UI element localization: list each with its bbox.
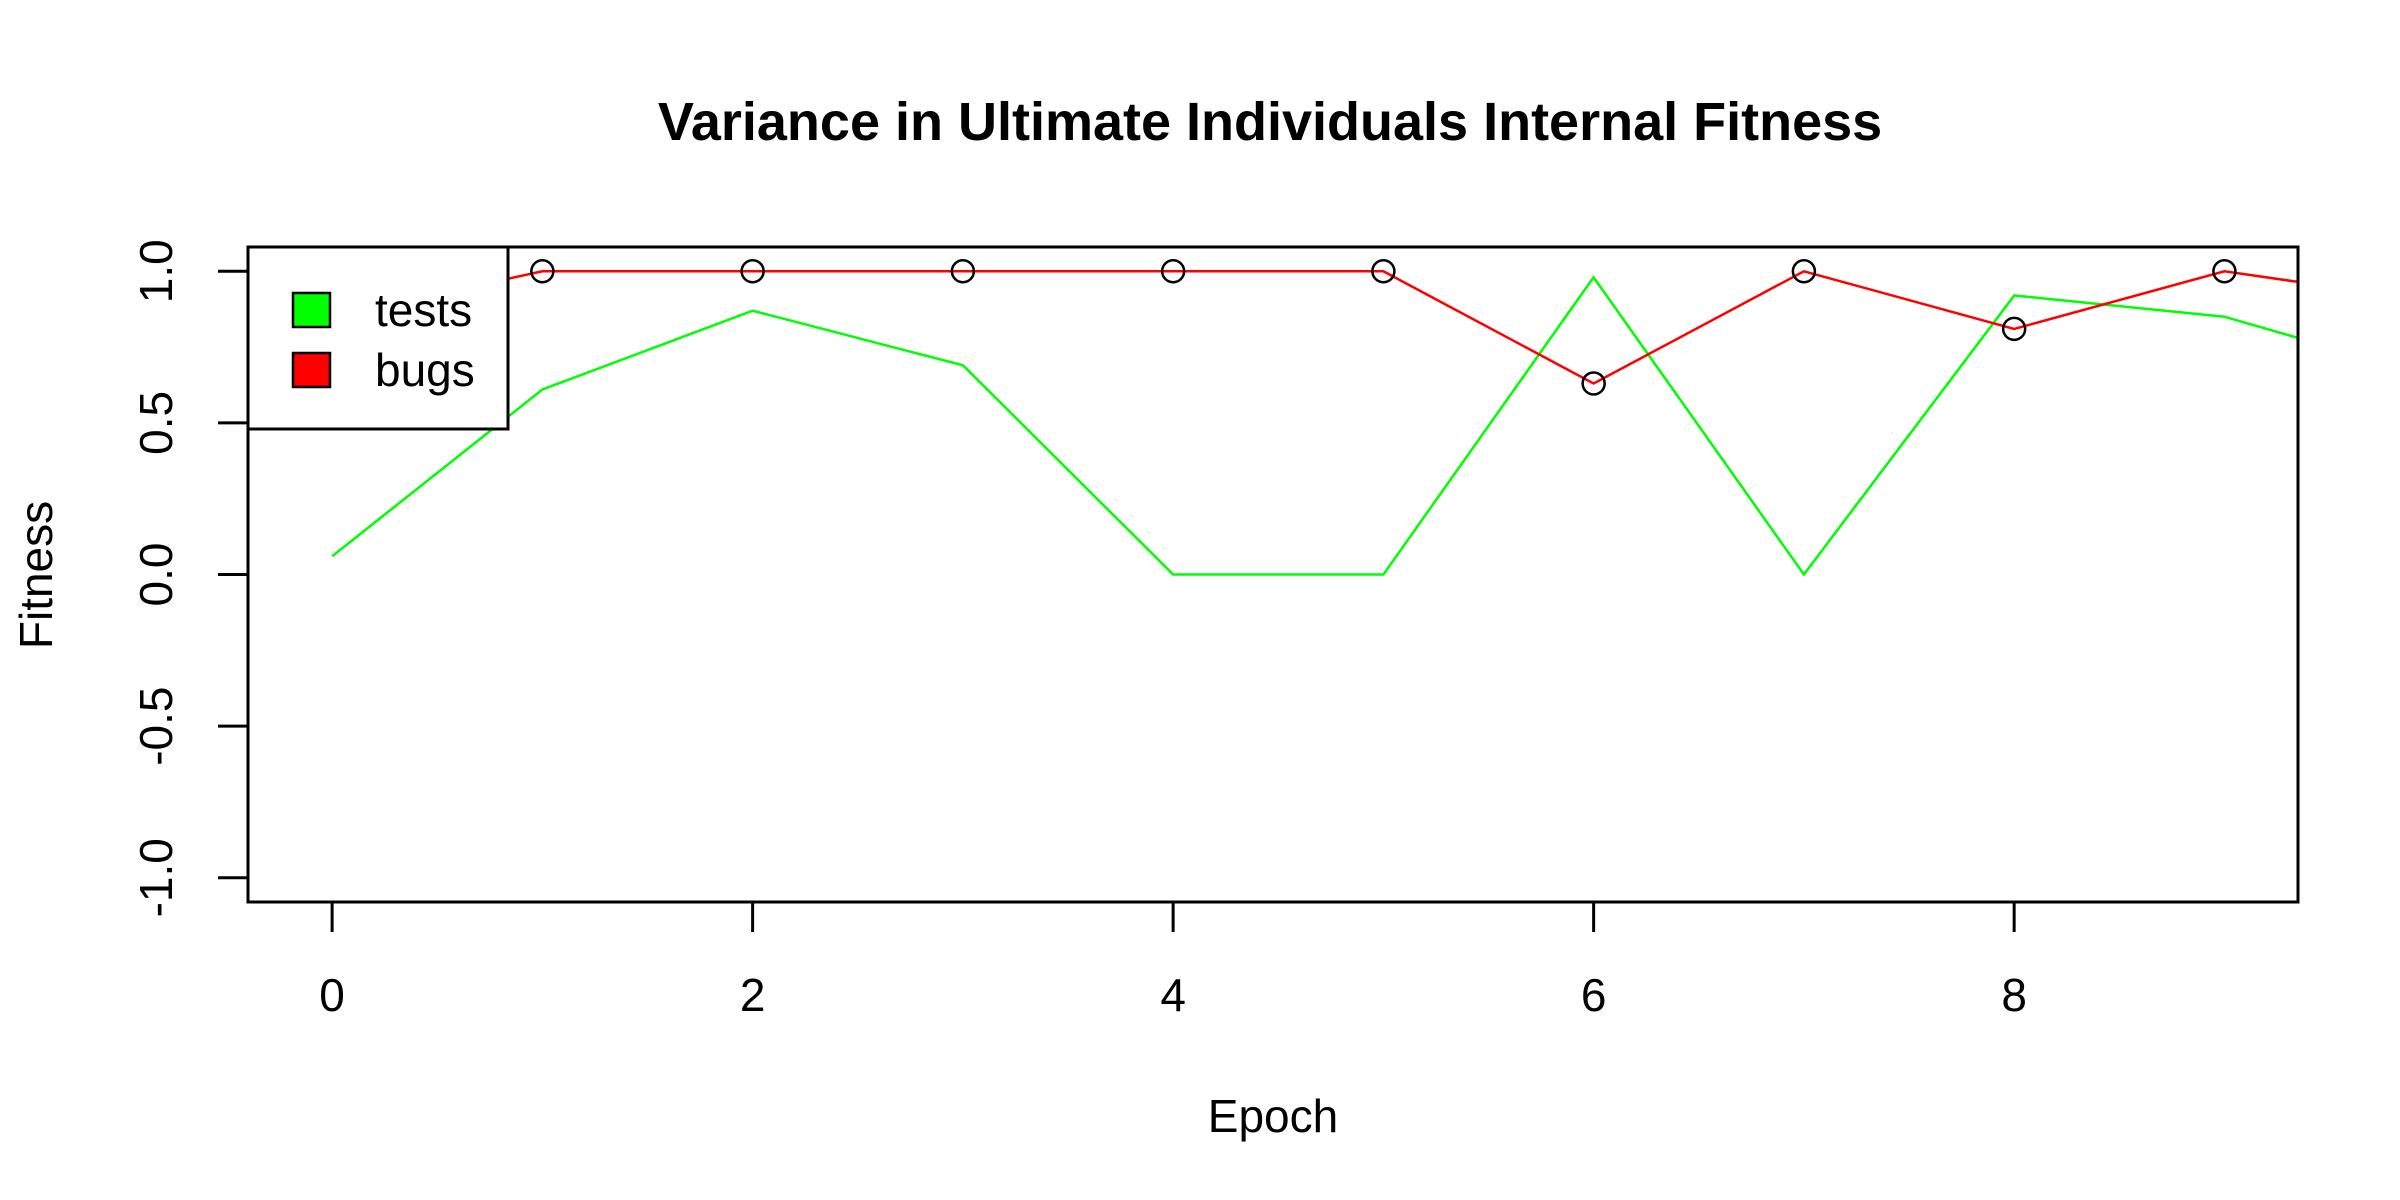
x-axis-label: Epoch [1208, 1090, 1338, 1142]
data-point-bugs [530, 259, 555, 284]
data-point-bugs [2001, 316, 2027, 342]
y-tick-label: -1.0 [130, 838, 182, 917]
data-point-bugs [1581, 371, 1606, 396]
chart-title: Variance in Ultimate Individuals Interna… [658, 92, 1882, 152]
data-point-bugs [1371, 259, 1396, 284]
legend-label-tests: tests [375, 284, 472, 336]
data-point-bugs [2212, 259, 2237, 284]
legend: tests bugs [246, 245, 510, 431]
y-tick-label: 0.0 [130, 543, 182, 607]
x-tick-label: 4 [1160, 969, 1186, 1021]
legend-swatch-tests [291, 291, 332, 329]
x-tick-label: 2 [740, 969, 766, 1021]
data-point-bugs [950, 259, 976, 284]
data-point-bugs [740, 259, 765, 284]
data-point-bugs [1160, 259, 1186, 284]
x-tick-label: 6 [1581, 969, 1607, 1021]
y-axis: -1.0 -0.5 0.0 0.5 1.0 [130, 239, 250, 917]
series-markers [530, 259, 2237, 396]
x-tick-label: 0 [319, 969, 345, 1021]
x-axis: 0 2 4 6 8 [319, 900, 2027, 1021]
legend-swatch-bugs [291, 351, 332, 389]
series-line-bugs [331, 269, 2298, 385]
data-point-bugs [1791, 259, 1817, 284]
y-tick-label: -0.5 [130, 686, 182, 765]
plot-lines [331, 269, 2298, 577]
y-tick-label: 1.0 [130, 239, 182, 303]
y-axis-label: Fitness [10, 501, 62, 649]
legend-box [246, 245, 510, 431]
series-line-tests [331, 275, 2298, 577]
x-tick-label: 8 [2001, 969, 2027, 1021]
legend-label-bugs: bugs [375, 344, 475, 396]
y-tick-label: 0.5 [130, 391, 182, 455]
